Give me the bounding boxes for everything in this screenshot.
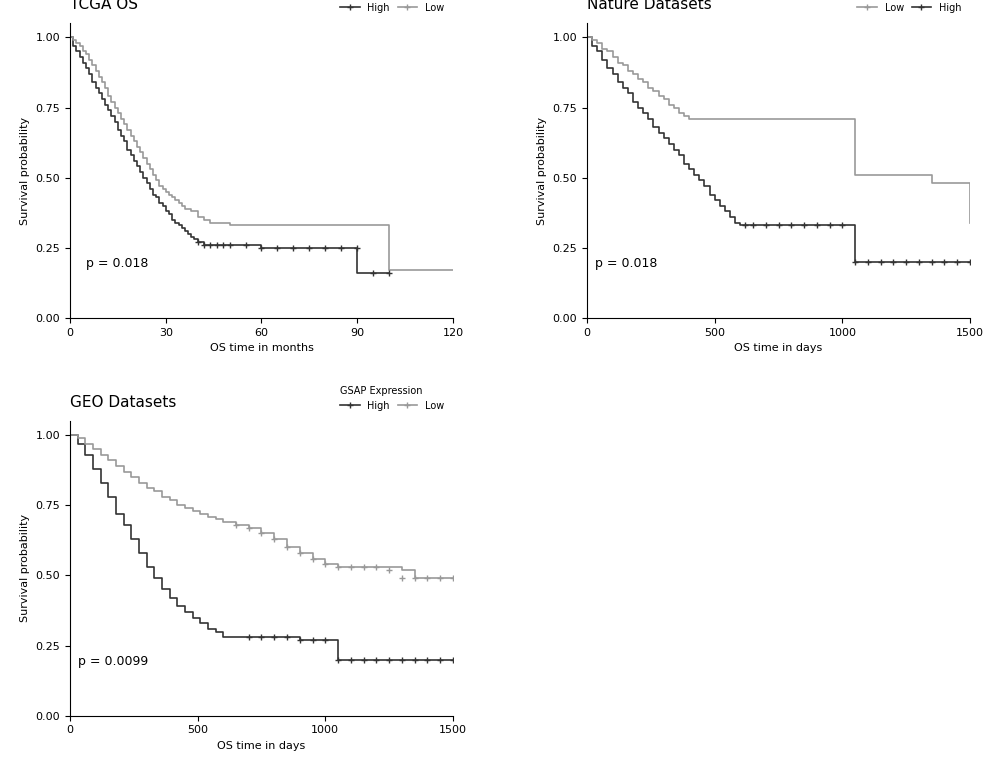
- Text: p = 0.018: p = 0.018: [86, 258, 148, 271]
- Text: p = 0.0099: p = 0.0099: [78, 655, 148, 668]
- Text: TCGA OS: TCGA OS: [70, 0, 138, 12]
- Legend: High, Low: High, Low: [336, 0, 448, 16]
- Legend: Low, High: Low, High: [853, 0, 965, 16]
- Y-axis label: Survival probability: Survival probability: [537, 117, 547, 225]
- Y-axis label: Survival probability: Survival probability: [20, 117, 30, 225]
- X-axis label: OS time in days: OS time in days: [217, 741, 306, 751]
- Legend: High, Low: High, Low: [336, 382, 448, 415]
- Text: GEO Datasets: GEO Datasets: [70, 395, 176, 410]
- Text: p = 0.018: p = 0.018: [595, 258, 657, 271]
- X-axis label: OS time in days: OS time in days: [734, 343, 823, 353]
- Y-axis label: Survival probability: Survival probability: [20, 514, 30, 622]
- X-axis label: OS time in months: OS time in months: [210, 343, 313, 353]
- Text: Nature Datasets: Nature Datasets: [587, 0, 712, 12]
